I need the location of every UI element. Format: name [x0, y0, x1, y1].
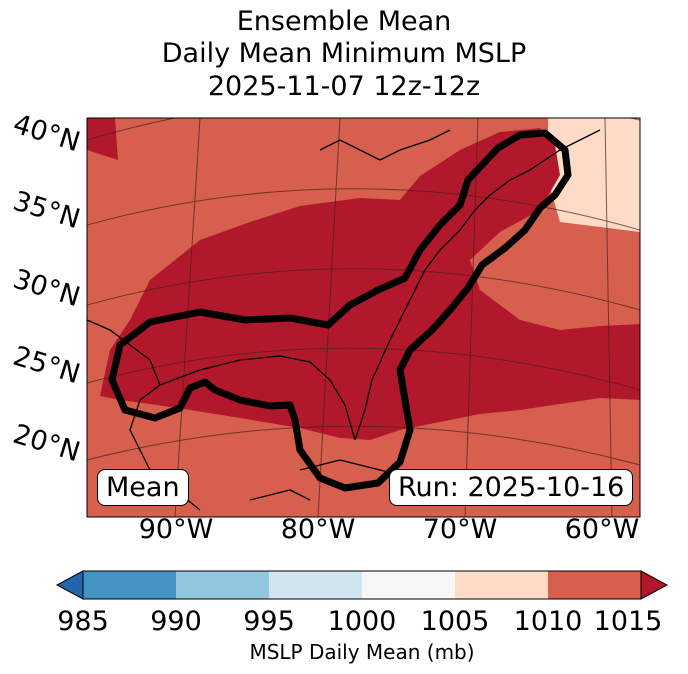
- mean-label-box: Mean: [97, 469, 189, 506]
- colorbar-tick-990: 990: [150, 606, 202, 637]
- colorbar-label: MSLP Daily Mean (mb): [249, 640, 475, 664]
- colorbar-segment-1010-1015: [548, 571, 641, 599]
- title-line-1: Ensemble Mean: [236, 6, 452, 37]
- colorbar-tick-1000: 1000: [327, 606, 397, 637]
- colorbar-extend-low: [55, 570, 84, 600]
- colorbar-tick-995: 995: [243, 606, 295, 637]
- pressure-field-1005-1010: [548, 118, 640, 232]
- title-line-3: 2025-11-07 12z-12z: [207, 71, 481, 102]
- colorbar-segment-990-995: [176, 571, 269, 599]
- colorbar-segment-1000-1005: [362, 571, 455, 599]
- colorbar-segment-1005-1010: [455, 571, 548, 599]
- lon-label-60: 60°W: [564, 514, 640, 545]
- colorbar-tick-1005: 1005: [420, 606, 490, 637]
- run-date-box: Run: 2025-10-16: [389, 469, 634, 506]
- lon-label-90: 90°W: [138, 514, 214, 545]
- colorbar-tick-1015: 1015: [593, 606, 663, 637]
- colorbar-extend-high: [640, 570, 669, 600]
- colorbar-tick-985: 985: [57, 606, 109, 637]
- lon-label-80: 80°W: [280, 514, 356, 545]
- colorbar-segment-995-1000: [269, 571, 362, 599]
- colorbar-segment-985-990: [83, 571, 176, 599]
- minimum-mslp-contour: [108, 129, 572, 492]
- colorbar-tick-1010: 1010: [513, 606, 583, 637]
- colorbar: [55, 570, 669, 600]
- lon-label-70: 70°W: [422, 514, 498, 545]
- title-line-2: Daily Mean Minimum MSLP: [161, 38, 527, 69]
